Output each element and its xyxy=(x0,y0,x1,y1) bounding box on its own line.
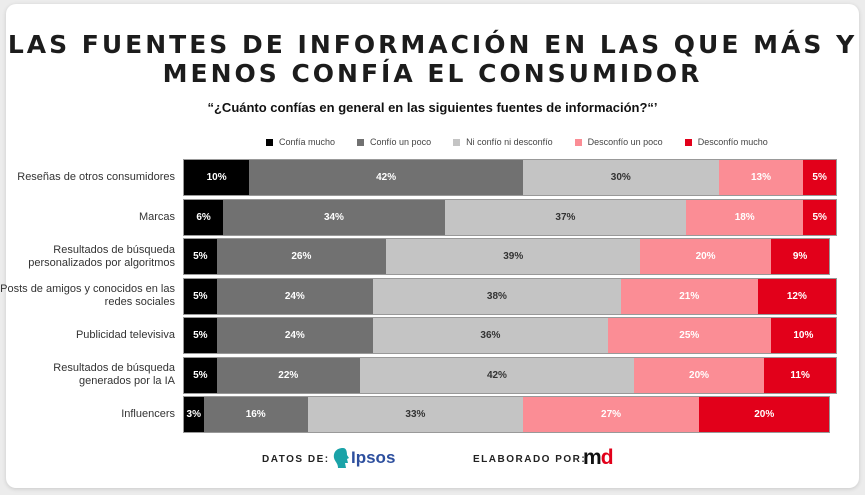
bar-segment: 20% xyxy=(633,357,765,393)
data-source-label: DATOS DE: xyxy=(262,454,330,465)
legend-label: Confía mucho xyxy=(279,137,336,147)
bar-segment: 6% xyxy=(184,199,224,235)
bar-segment: 27% xyxy=(523,397,700,432)
legend-label: Ni confío ni desconfío xyxy=(466,137,553,147)
category-label: Resultados de búsqueda generados por la … xyxy=(53,362,175,387)
bar-segment: 24% xyxy=(216,278,374,314)
bar-segment: 16% xyxy=(203,397,308,432)
bar-segment: 5% xyxy=(184,278,217,314)
bar-segment: 20% xyxy=(640,239,771,274)
bar-segment: 42% xyxy=(249,160,524,195)
bar-segment: 12% xyxy=(757,278,836,314)
legend-item: Desconfío mucho xyxy=(684,137,768,147)
stacked-bar: 3% 16% 33% 27% 20% xyxy=(182,396,831,433)
stacked-bar: 5% 22% 42% 20% 11% xyxy=(183,356,837,394)
legend-label: Desconfío un poco xyxy=(587,137,663,147)
legend-item: Desconfío un poco xyxy=(574,137,663,147)
stacked-bar: 6% 34% 37% 18% 5% xyxy=(183,198,837,236)
bar-segment: 25% xyxy=(607,318,771,353)
chart-title: LAS FUENTES DE INFORMACIÓN EN LAS QUE MÁ… xyxy=(7,30,858,88)
legend-swatch xyxy=(574,139,582,147)
chart-subtitle: “¿Cuánto confías en general en las sigui… xyxy=(207,100,658,115)
bar-segment: 5% xyxy=(184,357,217,393)
bar-segment: 20% xyxy=(699,397,830,432)
legend-swatch xyxy=(266,139,273,147)
category-label: Influencers xyxy=(121,408,175,420)
legend: Confía mucho Confío un poco Ni confío ni d… xyxy=(266,137,768,147)
legend-item: Confía mucho xyxy=(266,137,335,147)
bar-segment: 37% xyxy=(444,199,687,235)
bar-segment: 5% xyxy=(184,318,217,353)
bar-segment: 30% xyxy=(523,160,719,195)
bar-segment: 13% xyxy=(718,160,804,195)
ipsos-logo: Ipsos xyxy=(331,446,395,470)
legend-swatch xyxy=(357,139,365,147)
legend-item: Ni confío ni desconfío xyxy=(453,137,553,147)
made-by-label: ELABORADO POR: xyxy=(473,454,587,465)
bar-segment: 18% xyxy=(686,199,804,235)
legend-swatch xyxy=(684,139,692,147)
category-label: Posts de amigos y conocidos en las redes… xyxy=(0,283,175,308)
bar-segment: 5% xyxy=(803,199,836,235)
stacked-bar: 5% 24% 36% 25% 10% xyxy=(183,317,837,354)
stacked-bar: 5% 24% 38% 21% 12% xyxy=(183,277,837,315)
legend-swatch xyxy=(453,139,461,147)
bar-segment: 11% xyxy=(764,357,836,393)
stacked-bar: 5% 26% 39% 20% 9% xyxy=(182,238,831,275)
bar-segment: 10% xyxy=(770,318,836,353)
bar-segment: 9% xyxy=(770,239,830,274)
bar-segment: 42% xyxy=(360,357,634,393)
category-label: Reseñas de otros consumidores xyxy=(17,171,175,183)
bar-segment: 26% xyxy=(216,239,387,274)
bar-segment: 38% xyxy=(373,278,621,314)
bar-segment: 5% xyxy=(184,239,217,274)
bar-segment: 22% xyxy=(216,357,361,393)
bar-segment: 33% xyxy=(307,397,524,432)
bar-segment: 34% xyxy=(223,199,445,235)
stacked-bar: 10% 42% 30% 13% 5% xyxy=(183,159,837,196)
bar-segment: 21% xyxy=(620,278,758,314)
legend-item: Confío un poco xyxy=(357,137,431,147)
bar-segment: 5% xyxy=(803,160,836,195)
category-label: Resultados de búsqueda personalizados po… xyxy=(28,243,175,269)
bar-segment: 39% xyxy=(386,239,641,274)
bar-segment: 10% xyxy=(184,160,250,195)
legend-label: Desconfío mucho xyxy=(697,137,768,147)
md-logo: md xyxy=(583,446,614,469)
bar-segment: 24% xyxy=(216,318,374,353)
ipsos-logo-text: Ipsos xyxy=(351,448,396,467)
legend-label: Confío un poco xyxy=(370,137,432,147)
category-label: Publicidad televisiva xyxy=(75,329,175,341)
category-label: Marcas xyxy=(138,210,175,223)
bar-segment: 3% xyxy=(184,397,204,432)
bar-segment: 36% xyxy=(373,318,608,353)
